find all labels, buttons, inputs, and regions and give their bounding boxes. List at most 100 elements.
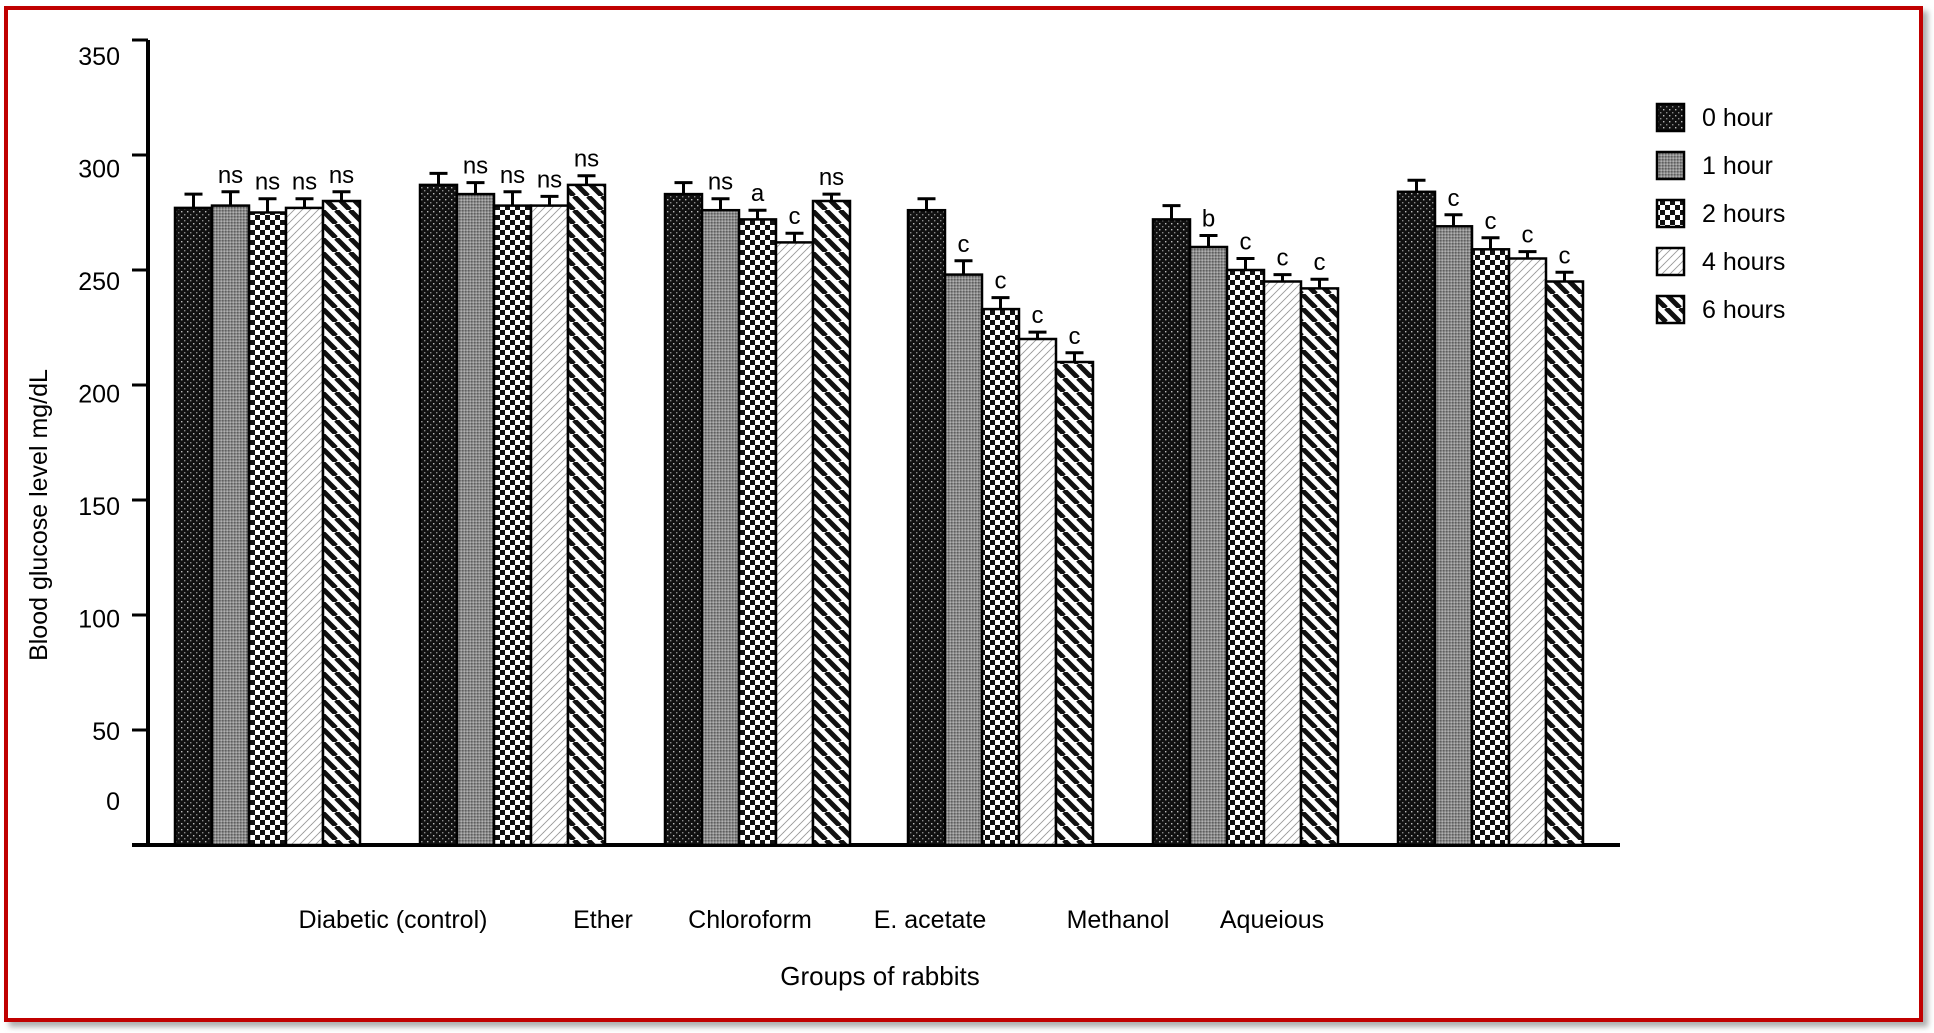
error-bar (917, 197, 936, 211)
significance-label: ns (500, 162, 525, 189)
legend-item: 2 hours (1655, 198, 1785, 229)
bar-4-4 (1299, 287, 1340, 847)
significance-label: c (1069, 323, 1081, 350)
legend-item: 1 hour (1655, 150, 1773, 181)
significance-label: b (1202, 206, 1215, 233)
significance-label: ns (574, 146, 599, 173)
category-labels: Diabetic (control) Ether Chloroform E. acet… (299, 906, 1325, 934)
category-label: E. acetate (874, 906, 987, 934)
significance-label: c (1277, 245, 1289, 272)
error-bar (1162, 204, 1181, 220)
bar-3-2 (980, 307, 1021, 847)
y-tick-label: 300 (78, 156, 120, 184)
significance-label: ns (819, 164, 844, 191)
significance-label: ns (708, 169, 733, 196)
significance-label: ns (292, 169, 317, 196)
error-bar (429, 171, 448, 185)
error-bar (503, 190, 522, 206)
bar-5-2 (1470, 248, 1511, 847)
bar-4-2 (1225, 268, 1266, 847)
error-bar (1236, 257, 1255, 270)
legend-item: 0 hour (1655, 102, 1773, 133)
legend-label: 4 hours (1702, 248, 1785, 276)
category-label: Ether (573, 906, 633, 934)
y-tick-label: 250 (78, 268, 120, 296)
category-label: Aqueious (1220, 906, 1324, 934)
bar-0-1 (210, 204, 251, 847)
bar-5-3 (1507, 257, 1548, 847)
bar-4-1 (1188, 245, 1229, 847)
error-bar (258, 197, 277, 213)
significance-label: c (1240, 229, 1252, 256)
significance-label: c (1559, 242, 1571, 269)
bar-3-1 (943, 273, 984, 847)
legend-swatch (1655, 102, 1686, 133)
legend: 0 hour 1 hour 2 hours 4 hours 6 hours (1655, 102, 1785, 325)
bar-1-0 (418, 183, 459, 847)
bar-0-4 (321, 199, 362, 847)
y-tick-label: 50 (92, 718, 120, 746)
y-axis-label: Blood glucose level mg/dL (25, 369, 53, 661)
bar-2-4 (811, 199, 852, 847)
y-tick-label: 350 (78, 43, 120, 71)
significance-label: a (751, 180, 765, 207)
error-bar (295, 197, 314, 208)
legend-swatch (1655, 294, 1686, 325)
significance-label: c (1522, 222, 1534, 249)
bar-2-1 (700, 208, 741, 847)
bar-3-3 (1017, 337, 1058, 847)
significance-label: c (1314, 249, 1326, 276)
error-bar (711, 197, 730, 211)
bar-5-1 (1433, 225, 1474, 847)
error-bar (466, 181, 485, 195)
legend-item: 6 hours (1655, 294, 1785, 325)
error-bar (674, 181, 693, 195)
error-bar (221, 190, 240, 206)
bar-2-3 (774, 241, 815, 847)
legend-label: 1 hour (1702, 152, 1773, 180)
error-bar (332, 190, 351, 201)
error-bar (1310, 277, 1329, 289)
bar-1-3 (529, 204, 570, 847)
significance-label: ns (537, 166, 562, 193)
error-bar (1444, 213, 1463, 227)
legend-label: 0 hour (1702, 104, 1773, 132)
error-bar (577, 174, 596, 185)
error-bar (1481, 236, 1500, 250)
bar-1-4 (566, 183, 607, 847)
legend-swatch (1655, 150, 1686, 181)
legend-swatch (1655, 246, 1686, 277)
significance-label: ns (463, 153, 488, 180)
y-axis-ticks: 350 300 250 200 150 100 50 0 (78, 38, 148, 847)
y-tick-label: 150 (78, 493, 120, 521)
category-label: Methanol (1067, 906, 1170, 934)
error-bar (822, 192, 841, 201)
bar-3-4 (1054, 360, 1095, 847)
legend-swatch (1655, 198, 1686, 229)
error-bar (1518, 250, 1537, 259)
significance-label: c (995, 268, 1007, 295)
bar-5-0 (1396, 190, 1437, 847)
bar-4-3 (1262, 280, 1303, 847)
bar-1-1 (455, 192, 496, 847)
error-bar (954, 259, 973, 275)
bar-2-0 (663, 192, 704, 847)
significance-label: c (1485, 208, 1497, 235)
error-bar (1273, 273, 1292, 282)
x-axis-label: Groups of rabbits (780, 961, 979, 991)
legend-label: 6 hours (1702, 296, 1785, 324)
bar-0-2 (247, 211, 288, 847)
category-label: Chloroform (688, 906, 812, 934)
error-bar (748, 208, 767, 220)
legend-label: 2 hours (1702, 200, 1785, 228)
y-tick-label: 0 (106, 788, 120, 816)
bar-0-0 (173, 206, 214, 847)
bar-1-2 (492, 204, 533, 847)
bar-2-2 (737, 218, 778, 847)
significance-label: c (1032, 302, 1044, 329)
y-tick-label: 100 (78, 606, 120, 634)
error-bar (785, 231, 804, 243)
bar-3-0 (906, 208, 947, 847)
